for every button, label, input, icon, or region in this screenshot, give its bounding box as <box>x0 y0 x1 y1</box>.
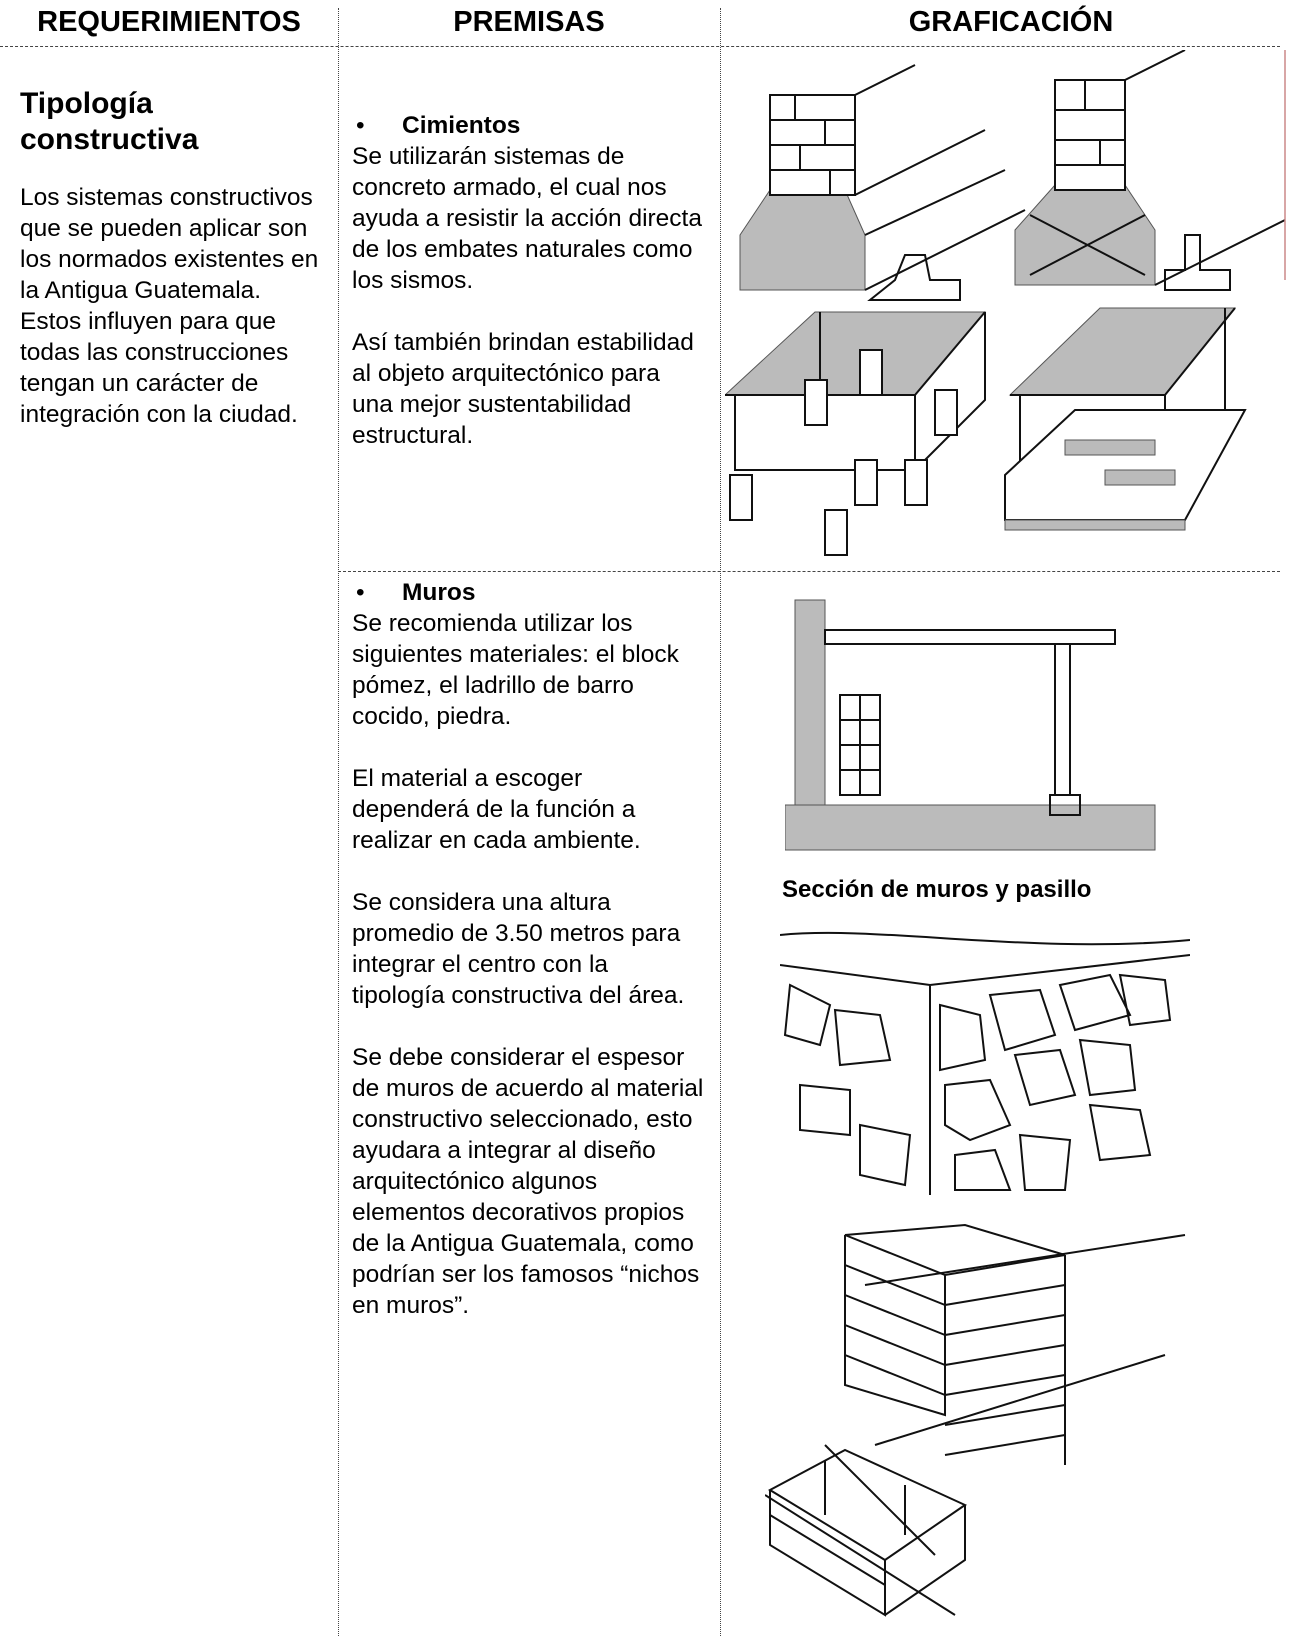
column-header: PREMISAS <box>453 6 605 38</box>
row-rule <box>338 571 1280 572</box>
foundation-illustrations <box>725 50 1286 556</box>
stone-wall <box>780 931 1190 1195</box>
header-rule <box>0 46 1280 47</box>
slab-foundation <box>1004 307 1247 531</box>
column-header: GRAFICACIÓN <box>908 6 1114 38</box>
premise-text: Se debe considerar el espesor de muros d… <box>352 1044 704 1319</box>
premise-text: El material a escoger dependerá de la fu… <box>352 765 641 854</box>
column-header: REQUERIMIENTOS <box>37 6 301 38</box>
requirement: Tipología constructiva Los sistemas cons… <box>20 86 320 461</box>
wall-section <box>785 599 1156 851</box>
figure-caption: Sección de muros y pasillo <box>782 876 1092 903</box>
premise-text: Se recomienda utilizar los siguientes ma… <box>352 610 679 730</box>
column-rule <box>338 8 339 1636</box>
premise-text: Así también brindan estabilidad al objet… <box>352 329 694 449</box>
strip-footing <box>739 64 1026 301</box>
requirement-text: Los sistemas constructivos que se pueden… <box>20 184 319 428</box>
premise-heading: Cimientos <box>352 110 704 141</box>
premise-heading: Muros <box>352 577 704 608</box>
premise: Muros Se recomienda utilizar los siguien… <box>352 577 704 1352</box>
column-rule <box>720 8 721 1636</box>
brick-reinforcement <box>765 1223 1186 1617</box>
requirement-title: Tipología constructiva <box>20 87 199 156</box>
premise-text: Se utilizarán sistemas de concreto armad… <box>352 143 702 294</box>
reinforced-footing <box>1014 50 1286 291</box>
premise: Cimientos Se utilizarán sistemas de conc… <box>352 110 704 482</box>
isolated-footings <box>725 311 987 556</box>
premise-text: Se considera una altura promedio de 3.50… <box>352 889 685 1009</box>
